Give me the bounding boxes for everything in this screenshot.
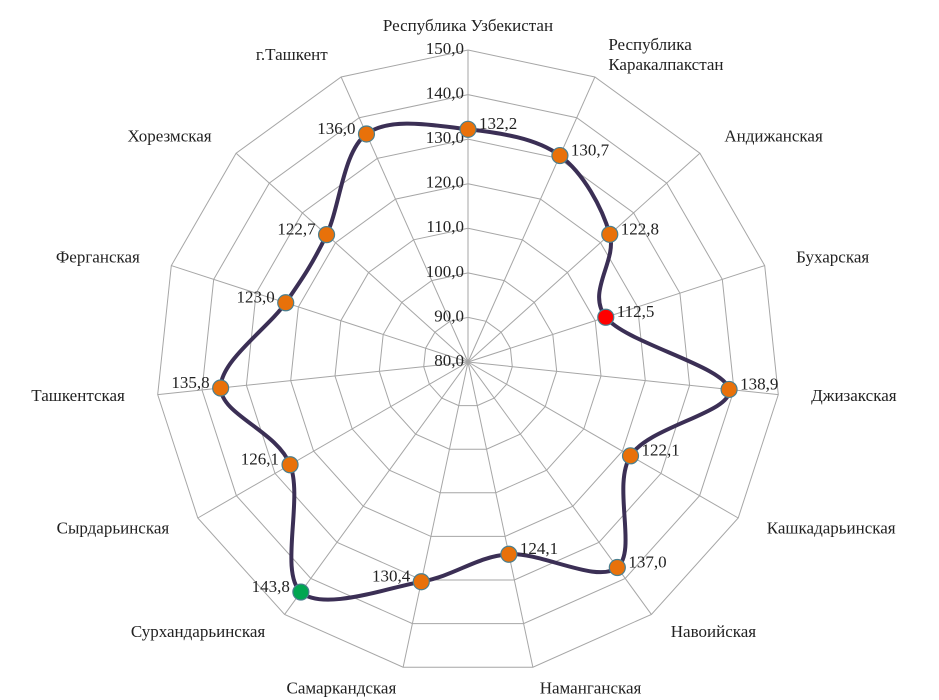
value-label: 143,8: [252, 577, 290, 596]
grid-ring: [201, 94, 735, 625]
spoke: [157, 361, 469, 396]
r-tick-label: 100,0: [426, 262, 464, 281]
r-tick-label: 150,0: [426, 39, 464, 58]
category-label: Республика Каракалпакстан: [608, 35, 723, 74]
spoke: [340, 76, 469, 363]
value-label: 136,0: [317, 119, 355, 138]
category-label: Бухарская: [796, 247, 869, 266]
point: [720, 380, 738, 399]
grid-ring: [290, 183, 646, 537]
grid-ring: [334, 227, 602, 494]
value-label: 135,8: [171, 373, 209, 392]
category-label: Навоийская: [671, 622, 757, 641]
value-label: 130,7: [571, 140, 610, 159]
spoke: [402, 361, 469, 668]
grid-ring: [423, 316, 513, 407]
point: [621, 447, 640, 465]
value-label: 138,9: [740, 374, 778, 393]
value-label: 126,1: [241, 450, 279, 469]
r-tick-label: 110,0: [426, 217, 464, 236]
series-line: [218, 121, 732, 602]
point: [281, 456, 299, 474]
spoke: [467, 361, 739, 519]
point: [551, 146, 569, 165]
category-label: Хорезмская: [128, 127, 212, 146]
spoke: [467, 152, 701, 363]
point: [608, 558, 626, 577]
spoke: [467, 265, 765, 363]
point: [597, 308, 615, 326]
category-label: Сырдарьинская: [57, 518, 170, 537]
category-label: Кашкадарьинская: [767, 518, 896, 537]
r-tick-label: 120,0: [426, 173, 464, 192]
category-label: Ташкентская: [31, 386, 125, 405]
spoke: [467, 361, 534, 668]
value-label: 122,1: [642, 441, 680, 460]
value-label: 122,8: [621, 219, 659, 238]
category-label: Сурхандарьинская: [131, 622, 266, 641]
r-tick-label: 140,0: [426, 83, 464, 102]
value-label: 124,1: [520, 539, 558, 558]
r-tick-label: 130,0: [426, 128, 464, 147]
spoke: [284, 361, 469, 615]
point: [459, 120, 477, 138]
spoke: [235, 152, 469, 363]
point: [292, 583, 310, 601]
category-label: Ферганская: [56, 247, 140, 266]
category-label: Самаркандская: [286, 679, 396, 698]
category-label: Андижанская: [724, 127, 823, 146]
point: [357, 125, 376, 143]
point: [500, 545, 518, 563]
value-label: 122,7: [277, 220, 316, 239]
category-label: Наманганская: [540, 679, 642, 698]
value-label: 123,0: [236, 288, 274, 307]
point: [212, 379, 230, 397]
point: [601, 225, 619, 243]
grid-ring: [245, 138, 691, 581]
grid-ring: [157, 49, 779, 668]
r-tick-label: 90,0: [434, 306, 464, 325]
grid-ring: [378, 272, 558, 450]
spoke: [171, 265, 469, 363]
value-label: 132,2: [479, 114, 517, 133]
value-label: 112,5: [617, 302, 655, 321]
value-label: 130,4: [372, 567, 411, 586]
point: [277, 294, 295, 312]
point: [412, 573, 430, 591]
point: [317, 226, 336, 244]
category-label: Джизакская: [811, 386, 897, 405]
category-label: г.Ташкент: [256, 45, 328, 64]
category-label: Республика Узбекистан: [383, 16, 553, 35]
spoke: [197, 361, 469, 519]
value-label: 137,0: [628, 552, 666, 571]
r-tick-label: 80,0: [434, 351, 464, 370]
spoke: [467, 76, 596, 363]
